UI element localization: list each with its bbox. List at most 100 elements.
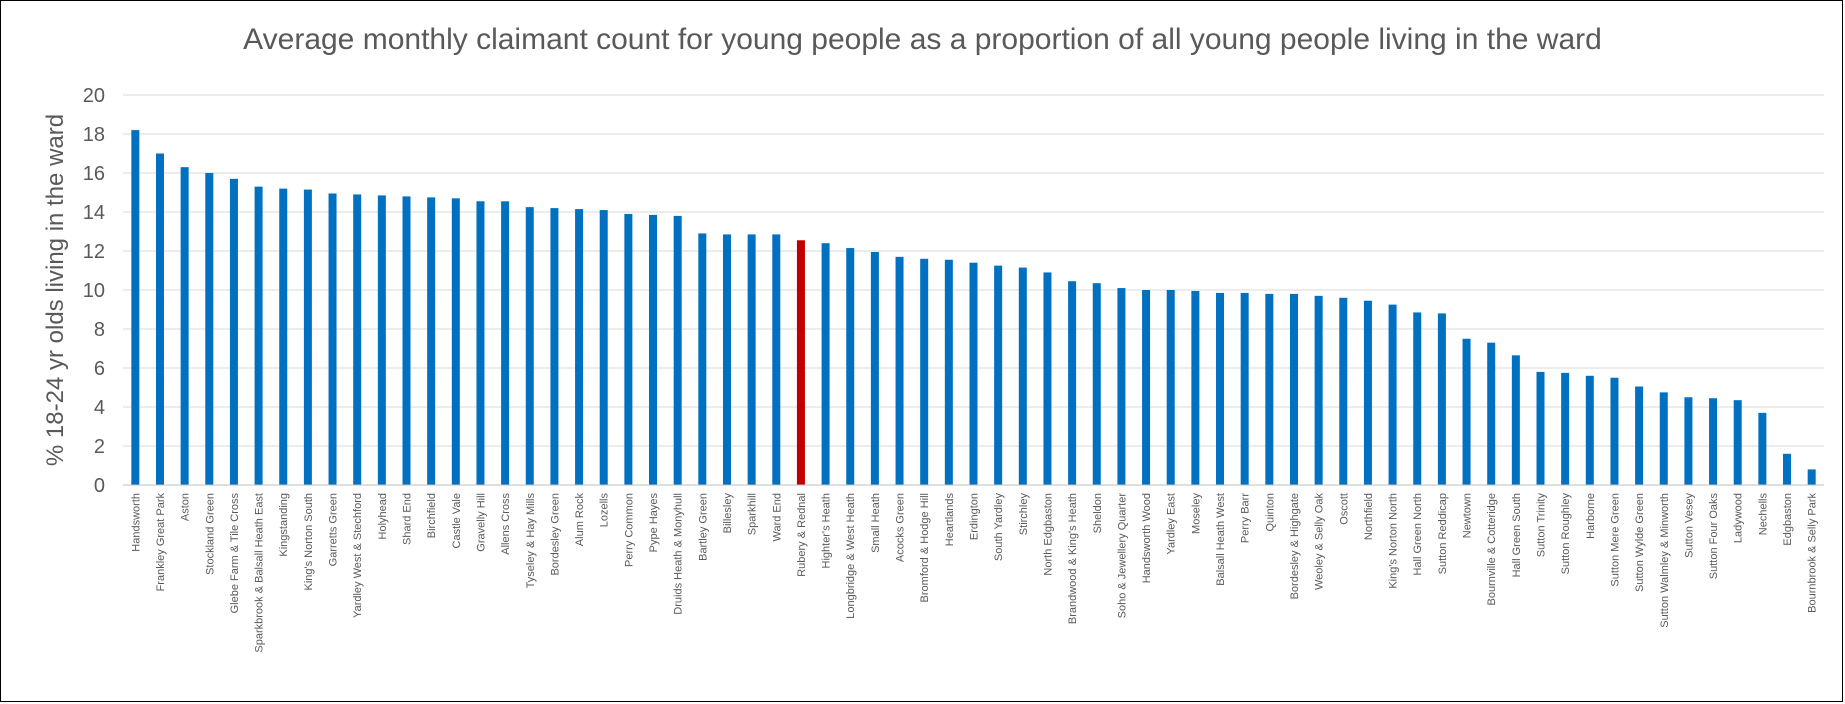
y-tick-label: 0 bbox=[94, 475, 105, 497]
x-tick-label: Druids Heath & Monyhull bbox=[673, 493, 685, 615]
x-tick-label: Highter's Heath bbox=[821, 493, 833, 568]
x-tick-label: Allens Cross bbox=[500, 493, 512, 555]
bar bbox=[698, 233, 707, 485]
x-tick-label: Sutton Reddicap bbox=[1437, 493, 1449, 574]
x-tick-label: Erdington bbox=[969, 493, 981, 540]
bar bbox=[402, 196, 411, 485]
x-tick-label: Sutton Walmley & Minworth bbox=[1659, 493, 1671, 628]
y-tick-label: 10 bbox=[83, 280, 105, 302]
y-axis-ticks: 0 2 4 6 8 10 12 14 16 18 20 bbox=[83, 85, 105, 497]
y-tick-label: 2 bbox=[94, 436, 105, 458]
x-tick-label: Brandwood & King's Heath bbox=[1067, 493, 1079, 624]
bar bbox=[1733, 400, 1742, 485]
x-tick-label: King's Norton South bbox=[303, 493, 315, 591]
x-tick-label: Castle Vale bbox=[451, 493, 463, 548]
x-tick-label: Sutton Vesey bbox=[1683, 493, 1695, 558]
x-tick-label: Handsworth Wood bbox=[1141, 493, 1153, 583]
bar bbox=[673, 215, 682, 485]
x-tick-label: Gravelly Hill bbox=[475, 493, 487, 552]
bar bbox=[599, 210, 608, 486]
bar bbox=[747, 234, 756, 485]
bar bbox=[1487, 342, 1496, 485]
y-tick-label: 12 bbox=[83, 241, 105, 263]
bar bbox=[1363, 300, 1372, 485]
x-tick-label: Yardley East bbox=[1166, 493, 1178, 555]
bar bbox=[722, 234, 731, 485]
bar bbox=[1314, 295, 1323, 485]
x-tick-label: Hall Green North bbox=[1412, 493, 1424, 576]
bar bbox=[1783, 453, 1792, 485]
bar bbox=[427, 197, 436, 485]
x-tick-label: Alum Rock bbox=[574, 493, 586, 547]
bar bbox=[895, 256, 904, 485]
bar bbox=[1216, 292, 1225, 485]
x-tick-label: Sheldon bbox=[1092, 493, 1104, 533]
y-tick-label: 14 bbox=[83, 202, 105, 224]
x-tick-label: Lozells bbox=[599, 493, 611, 528]
x-tick-label: Sutton Roughley bbox=[1560, 493, 1572, 575]
x-tick-label: Moseley bbox=[1190, 493, 1202, 534]
bar bbox=[1191, 290, 1200, 485]
bar bbox=[821, 243, 830, 485]
bar bbox=[229, 178, 238, 485]
bar bbox=[969, 262, 978, 485]
chart-title: Average monthly claimant count for young… bbox=[243, 23, 1602, 56]
x-tick-label: Stockland Green bbox=[204, 493, 216, 575]
bar bbox=[1536, 371, 1545, 485]
bar bbox=[328, 193, 337, 485]
bar bbox=[451, 198, 460, 485]
bar bbox=[353, 194, 362, 485]
bar bbox=[1585, 375, 1594, 485]
x-tick-label: Hall Green South bbox=[1511, 493, 1523, 577]
bar bbox=[1511, 355, 1520, 485]
bar bbox=[1240, 292, 1249, 485]
y-tick-label: 20 bbox=[83, 85, 105, 107]
x-tick-label: Bournville & Cotteridge bbox=[1486, 493, 1498, 606]
x-tick-label: Oscott bbox=[1338, 493, 1350, 525]
x-tick-label: Sutton Trinity bbox=[1536, 493, 1548, 558]
x-tick-label: Acocks Green bbox=[895, 493, 907, 562]
x-tick-label: Birchfield bbox=[426, 493, 438, 538]
bar bbox=[1166, 290, 1175, 485]
bar bbox=[1142, 290, 1151, 485]
x-tick-label: Nechells bbox=[1757, 493, 1769, 536]
x-tick-label: Soho & Jewellery Quarter bbox=[1116, 493, 1128, 619]
bar bbox=[1388, 304, 1397, 485]
bar bbox=[649, 214, 658, 486]
x-tick-label: North Edgbaston bbox=[1042, 493, 1054, 576]
x-tick-label: Tyseley & Hay Mills bbox=[525, 493, 537, 589]
x-tick-label: Sutton Mere Green bbox=[1609, 493, 1621, 587]
x-tick-label: Kingstanding bbox=[278, 493, 290, 557]
bar bbox=[1117, 288, 1126, 485]
bar bbox=[550, 208, 559, 485]
x-tick-label: Yardley West & Stechford bbox=[352, 493, 364, 618]
y-tick-label: 6 bbox=[94, 358, 105, 380]
x-tick-label: Bordesley & Highgate bbox=[1289, 493, 1301, 599]
bar bbox=[1018, 267, 1027, 485]
x-tick-label: Harborne bbox=[1585, 493, 1597, 539]
x-tick-label: Stirchley bbox=[1018, 493, 1030, 536]
bar bbox=[205, 173, 214, 485]
x-tick-label: Quinton bbox=[1264, 493, 1276, 532]
bar bbox=[1462, 338, 1471, 485]
bar bbox=[254, 186, 263, 485]
bar bbox=[624, 213, 633, 485]
bar bbox=[377, 195, 386, 486]
x-tick-label: Sparkhill bbox=[747, 493, 759, 535]
y-axis-title: % 18-24 yr olds living in the ward bbox=[42, 114, 69, 466]
x-tick-label: Frankley Great Park bbox=[155, 493, 167, 592]
x-tick-label: Garretts Green bbox=[328, 493, 340, 566]
bar bbox=[525, 207, 534, 485]
bar bbox=[155, 153, 164, 485]
bar bbox=[1068, 281, 1077, 485]
bar bbox=[1758, 412, 1767, 485]
x-tick-label: Bournbrook & Selly Park bbox=[1807, 493, 1819, 613]
x-tick-label: Bartley Green bbox=[697, 493, 709, 561]
bar bbox=[1635, 386, 1644, 485]
x-tick-label: Edgbaston bbox=[1782, 493, 1794, 546]
x-tick-label: South Yardley bbox=[993, 493, 1005, 562]
bar bbox=[920, 258, 929, 485]
bar bbox=[1265, 293, 1274, 485]
